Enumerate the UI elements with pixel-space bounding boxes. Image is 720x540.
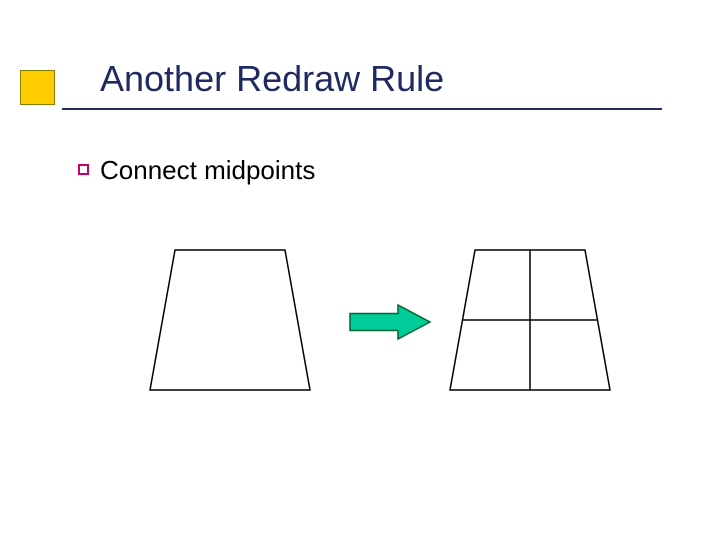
arrow-icon	[350, 305, 430, 339]
diagram	[0, 0, 720, 540]
trapezoid-left	[150, 250, 310, 390]
